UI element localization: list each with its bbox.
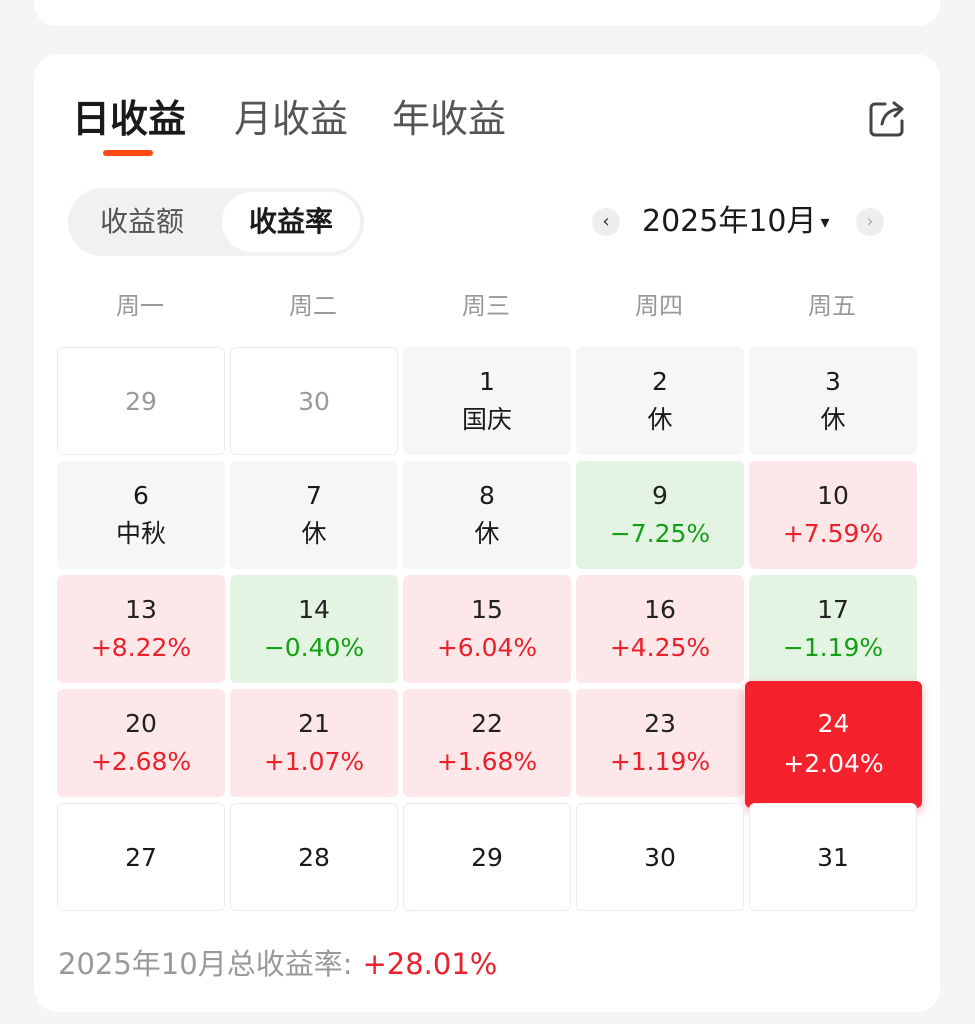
day-number: 28 xyxy=(298,843,330,872)
calendar-day-cell[interactable]: 15 +6.04% xyxy=(403,575,571,683)
weekday-wed: 周三 xyxy=(462,292,510,320)
daily-return-rate: −0.40% xyxy=(263,633,365,662)
day-number: 13 xyxy=(125,595,157,624)
daily-return-rate: +8.22% xyxy=(90,633,192,662)
calendar-day-cell[interactable]: 23 +1.19% xyxy=(576,689,744,797)
daily-return-rate: +7.59% xyxy=(782,519,884,548)
weekday-tue: 周二 xyxy=(289,292,337,320)
calendar-day-cell[interactable]: 20 +2.68% xyxy=(57,689,225,797)
calendar-day-cell[interactable]: 16 +4.25% xyxy=(576,575,744,683)
weekday-thu: 周四 xyxy=(635,292,683,320)
daily-return-rate: +2.68% xyxy=(90,747,192,776)
tab-daily-returns[interactable]: 日收益 xyxy=(72,97,187,141)
holiday-label: 休 xyxy=(820,405,846,434)
day-number: 9 xyxy=(652,481,668,510)
daily-return-rate: +1.68% xyxy=(436,747,538,776)
day-number: 29 xyxy=(125,387,157,416)
calendar-day-cell[interactable]: 28 xyxy=(230,803,398,911)
calendar-day-cell[interactable]: 22 +1.68% xyxy=(403,689,571,797)
weekday-mon: 周一 xyxy=(116,292,164,320)
day-number: 14 xyxy=(298,595,330,624)
active-tab-indicator xyxy=(103,150,153,156)
daily-return-rate: +6.04% xyxy=(436,633,538,662)
previous-card xyxy=(34,0,940,26)
day-number: 7 xyxy=(306,481,322,510)
calendar-day-cell[interactable]: 9 −7.25% xyxy=(576,461,744,569)
day-number: 23 xyxy=(644,709,676,738)
next-month-button[interactable]: › xyxy=(856,208,884,236)
tab-monthly-returns[interactable]: 月收益 xyxy=(234,97,349,141)
day-number: 15 xyxy=(471,595,503,624)
daily-return-rate: +1.19% xyxy=(609,747,711,776)
day-number: 30 xyxy=(644,843,676,872)
calendar-day-cell[interactable]: 27 xyxy=(57,803,225,911)
calendar-day-cell[interactable]: 13 +8.22% xyxy=(57,575,225,683)
summary-label: 2025年10月总收益率: xyxy=(58,947,353,981)
day-number: 17 xyxy=(817,595,849,624)
toggle-return-rate[interactable]: 收益率 xyxy=(222,192,360,252)
calendar-day-cell[interactable]: 31 xyxy=(749,803,917,911)
summary-value: +28.01% xyxy=(362,947,498,981)
daily-return-rate: +4.25% xyxy=(609,633,711,662)
day-number: 8 xyxy=(479,481,495,510)
daily-return-rate: −1.19% xyxy=(782,633,884,662)
day-number: 21 xyxy=(298,709,330,738)
day-number: 29 xyxy=(471,843,503,872)
calendar-day-cell[interactable]: 6 中秋 xyxy=(57,461,225,569)
month-selector[interactable]: 2025年10月 ▾ xyxy=(642,202,830,242)
calendar-day-cell[interactable]: 29 xyxy=(403,803,571,911)
holiday-label: 休 xyxy=(301,519,327,548)
day-number: 6 xyxy=(133,481,149,510)
day-number: 2 xyxy=(652,367,668,396)
weekday-fri: 周五 xyxy=(808,292,856,320)
calendar-day-cell[interactable]: 29 xyxy=(57,347,225,455)
calendar-day-cell[interactable]: 30 xyxy=(230,347,398,455)
daily-return-rate: +1.07% xyxy=(263,747,365,776)
day-number: 27 xyxy=(125,843,157,872)
holiday-label: 休 xyxy=(474,519,500,548)
day-number: 1 xyxy=(479,367,495,396)
weekday-header: 周一 周二 周三 周四 周五 xyxy=(56,286,918,326)
day-number: 24 xyxy=(817,709,850,738)
calendar-day-cell[interactable]: 24 +2.04% xyxy=(745,681,922,808)
calendar-day-cell[interactable]: 21 +1.07% xyxy=(230,689,398,797)
share-icon[interactable] xyxy=(866,98,908,140)
day-number: 31 xyxy=(817,843,849,872)
month-label: 2025年10月 xyxy=(642,204,817,239)
holiday-label: 休 xyxy=(647,405,673,434)
holiday-label: 国庆 xyxy=(461,405,512,434)
day-number: 20 xyxy=(125,709,157,738)
calendar-day-cell[interactable]: 14 −0.40% xyxy=(230,575,398,683)
toggle-return-amount[interactable]: 收益额 xyxy=(99,205,184,238)
calendar-day-cell[interactable]: 10 +7.59% xyxy=(749,461,917,569)
returns-calendar-card: 日收益 月收益 年收益 收益额 收益率 ‹ 2025年10月 ▾ › 周一 周二 … xyxy=(34,54,940,1012)
prev-month-button[interactable]: ‹ xyxy=(592,208,620,236)
calendar-day-cell[interactable]: 30 xyxy=(576,803,744,911)
metric-toggle: 收益额 收益率 xyxy=(68,188,364,256)
month-total-summary: 2025年10月总收益率: +28.01% xyxy=(58,944,497,984)
holiday-label: 中秋 xyxy=(115,519,166,548)
caret-down-icon: ▾ xyxy=(820,211,830,233)
day-number: 16 xyxy=(644,595,676,624)
calendar-day-cell[interactable]: 17 −1.19% xyxy=(749,575,917,683)
day-number: 10 xyxy=(817,481,849,510)
day-number: 3 xyxy=(825,367,841,396)
tab-yearly-returns[interactable]: 年收益 xyxy=(392,97,507,141)
daily-return-rate: +2.04% xyxy=(783,749,884,778)
day-number: 22 xyxy=(471,709,503,738)
calendar-day-cell[interactable]: 1 国庆 xyxy=(403,347,571,455)
day-number: 30 xyxy=(298,387,330,416)
daily-return-rate: −7.25% xyxy=(609,519,711,548)
